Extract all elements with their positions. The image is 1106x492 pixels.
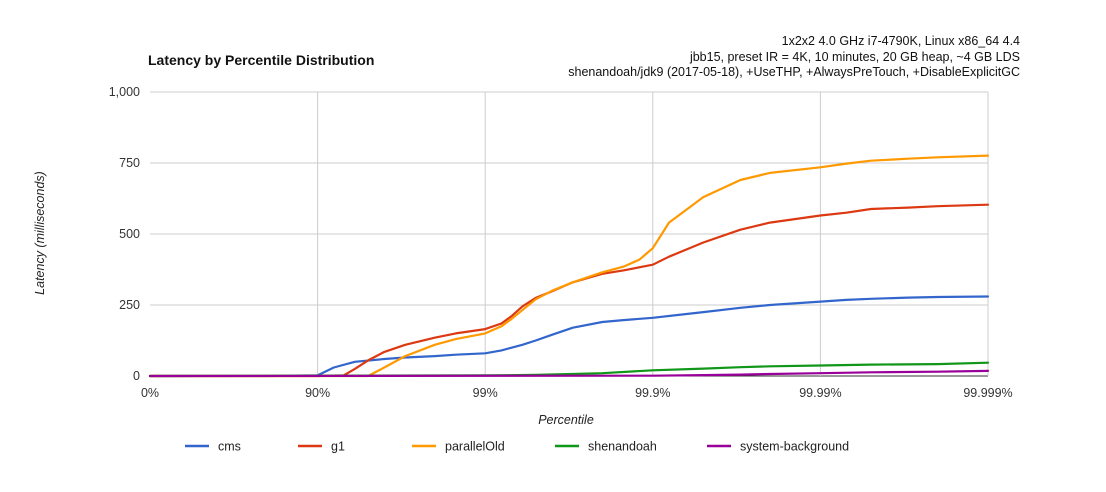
- y-tick-label: 250: [119, 298, 140, 312]
- y-tick-label: 500: [119, 227, 140, 241]
- subtitle-line: shenandoah/jdk9 (2017-05-18), +UseTHP, +…: [568, 65, 1020, 79]
- x-tick-label: 99%: [473, 386, 498, 400]
- x-tick-label: 0%: [141, 386, 159, 400]
- x-tick-label: 99.999%: [963, 386, 1012, 400]
- x-tick-label: 99.99%: [799, 386, 841, 400]
- legend-item-cms[interactable]: cms: [185, 440, 241, 454]
- x-tick-label: 90%: [305, 386, 330, 400]
- subtitle-line: 1x2x2 4.0 GHz i7-4790K, Linux x86_64 4.4: [781, 34, 1020, 48]
- legend: cms g1 parallelOld shenandoah system-backgro…: [185, 440, 849, 454]
- x-axis-title: Percentile: [538, 413, 594, 427]
- legend-label: parallelOld: [445, 440, 505, 454]
- grid: [150, 91, 989, 377]
- chart-subtitle: 1x2x2 4.0 GHz i7-4790K, Linux x86_64 4.4…: [568, 34, 1020, 81]
- x-tick-label: 99.9%: [635, 386, 670, 400]
- series-line-shenandoah: [148, 361, 990, 378]
- legend-label: cms: [218, 440, 241, 454]
- legend-label: shenandoah: [588, 440, 657, 454]
- axis-labels: 0 250 500 750 1,000 0% 90% 99% 99.9% 99.99% 99.999…: [109, 85, 1013, 400]
- legend-item-shenandoah[interactable]: shenandoah: [555, 440, 657, 454]
- y-axis-title: Latency (milliseconds): [33, 171, 47, 295]
- legend-item-parallelOld[interactable]: parallelOld: [412, 440, 505, 454]
- legend-label: system-background: [740, 440, 849, 454]
- subtitle-line: jbb15, preset IR = 4K, 10 minutes, 20 GB…: [689, 49, 1020, 64]
- series-line-g1: [148, 203, 990, 378]
- series-line-system-background: [148, 369, 990, 378]
- legend-item-system-background[interactable]: system-background: [707, 440, 849, 454]
- legend-item-g1[interactable]: g1: [298, 440, 345, 454]
- y-tick-label: 750: [119, 156, 140, 170]
- legend-label: g1: [331, 440, 345, 454]
- chart-title: Latency by Percentile Distribution: [148, 52, 375, 68]
- y-tick-label: 0: [133, 369, 140, 383]
- y-tick-label: 1,000: [109, 85, 140, 99]
- series-line-parallelOld: [148, 154, 990, 378]
- series-lines: [148, 154, 990, 378]
